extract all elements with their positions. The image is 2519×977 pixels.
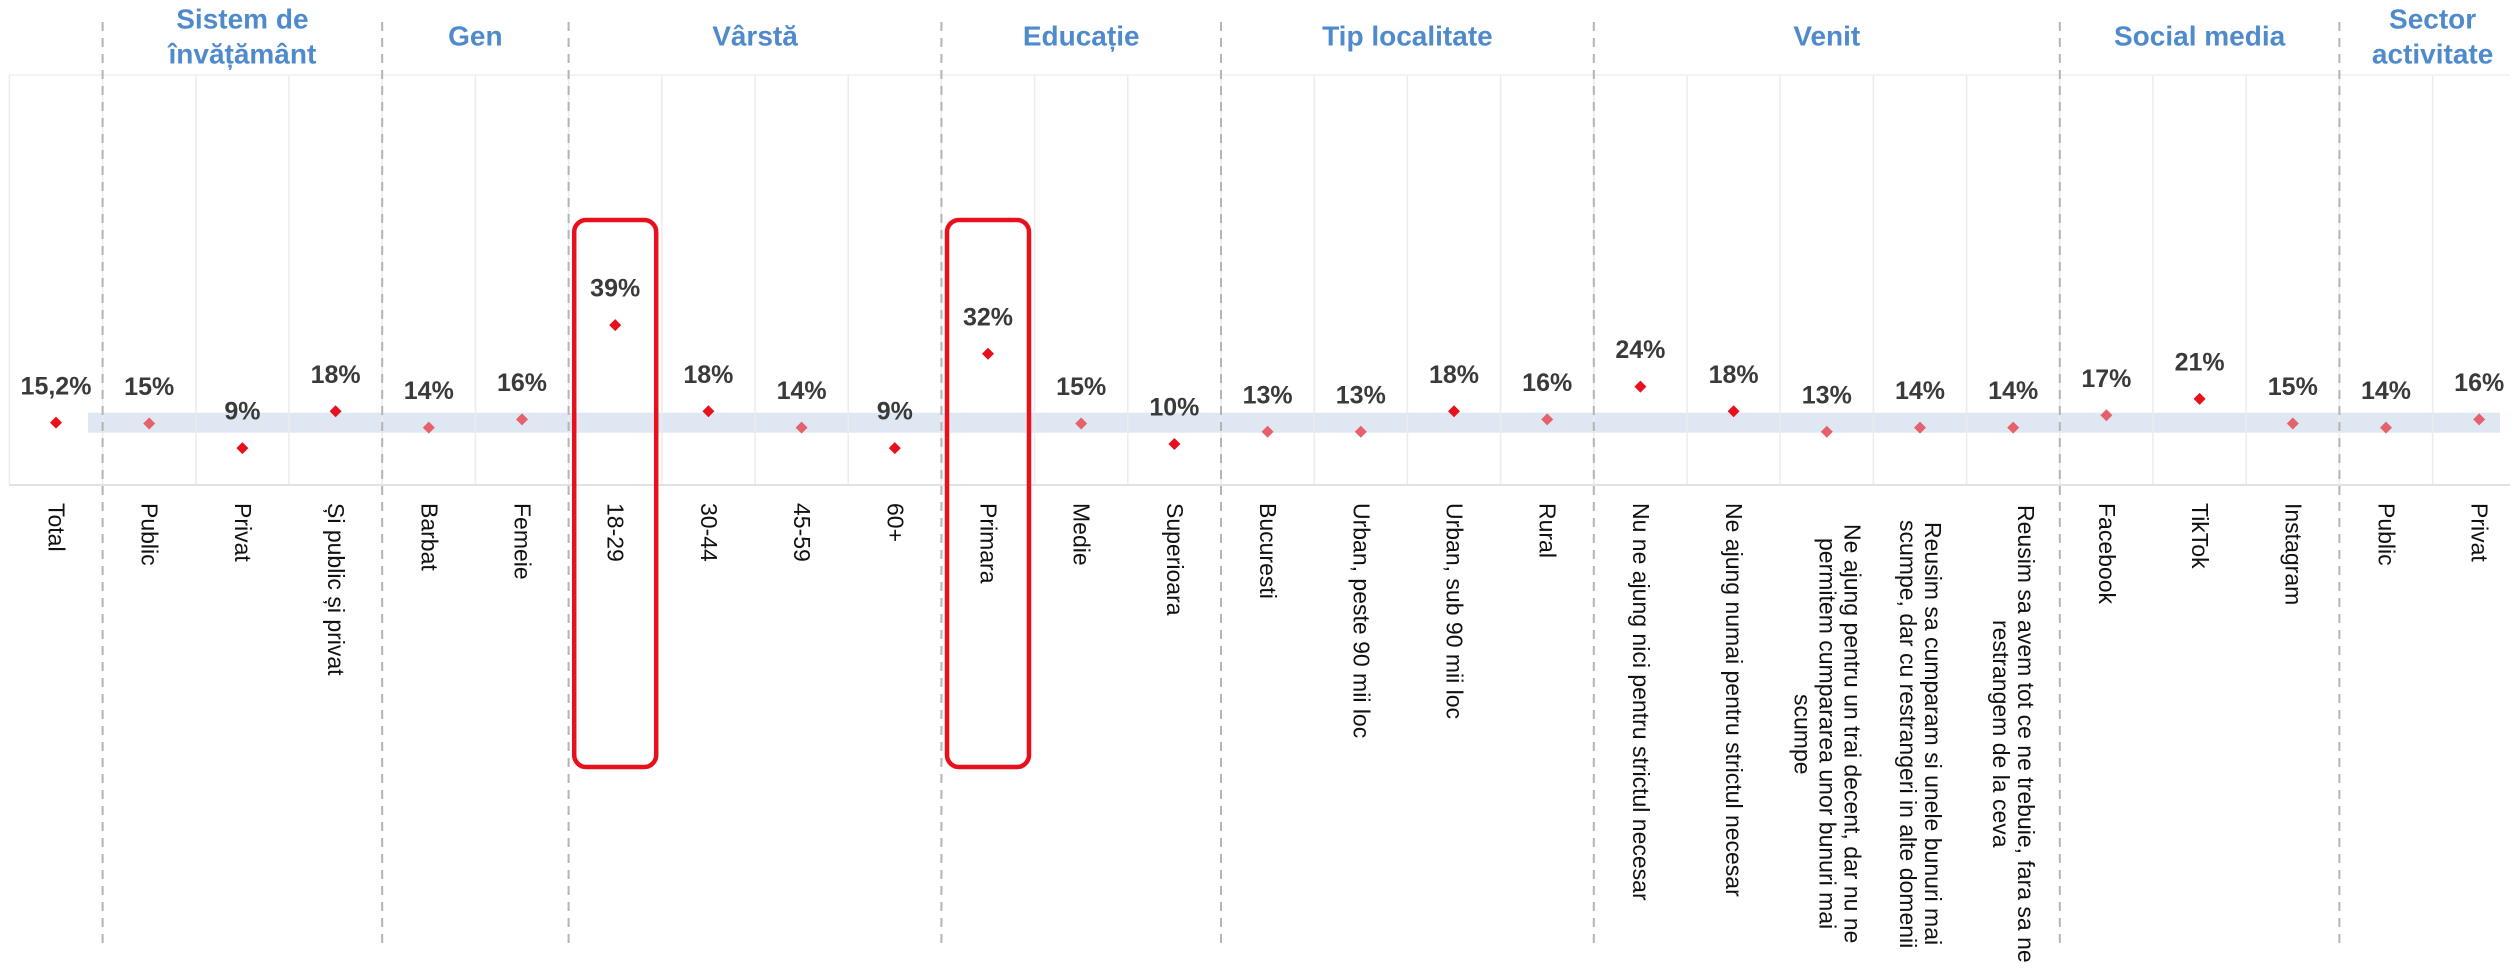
value-label: 39% (590, 275, 640, 303)
category-label: 30-44 (695, 503, 722, 562)
category-label: Ne ajung numai pentru strictul necesar (1721, 503, 1748, 897)
value-label: 10% (1149, 394, 1199, 422)
category-label: Facebook (2093, 503, 2120, 605)
data-point (422, 421, 435, 434)
highlight-box (571, 217, 659, 770)
category-label: Nu ne ajung nici pentru strictul necesar (1627, 503, 1654, 901)
data-point (516, 413, 528, 426)
value-label: 18% (311, 361, 361, 389)
category-label: Barbat (416, 503, 443, 571)
category-label: Primara (975, 503, 1002, 584)
group-label: Vârstă (712, 20, 798, 51)
data-point (2100, 409, 2113, 422)
category-label: Ne ajung pentru un trai decent, dar nu n… (1789, 524, 1866, 944)
group-label: Social media (2114, 20, 2286, 51)
value-label: 14% (404, 377, 454, 405)
data-point (329, 405, 342, 418)
value-label: 9% (877, 398, 913, 426)
data-point (888, 442, 901, 455)
value-label: 13% (1243, 381, 1293, 409)
category-label: Medie (1068, 503, 1095, 566)
data-point (236, 442, 249, 455)
group-label: Venit (1793, 20, 1860, 51)
value-label: 15% (1056, 373, 1106, 401)
value-label: 24% (1615, 336, 1665, 364)
category-label: Urban, sub 90 mii loc (1441, 503, 1468, 720)
data-point (1727, 405, 1740, 418)
reference-band (88, 412, 2500, 433)
data-point (50, 416, 62, 429)
group-label: Educație (1023, 20, 1140, 51)
data-point (1354, 425, 1367, 438)
value-label: 16% (2454, 369, 2504, 397)
data-point (2193, 392, 2206, 405)
data-point (2286, 417, 2299, 430)
highlight-box (944, 217, 1032, 770)
data-point (982, 347, 994, 360)
category-label: Privat (2466, 503, 2493, 562)
value-label: 32% (963, 303, 1013, 331)
value-label: 14% (2361, 377, 2411, 405)
category-label: Instagram (2280, 503, 2307, 606)
value-label: 15,2% (21, 372, 92, 400)
group-label: învățământ (166, 38, 316, 69)
group-label: Sector (2389, 3, 2476, 34)
value-label: 14% (777, 377, 827, 405)
category-label: Reusim sa cumparam si unele bunuri mai s… (1895, 519, 1946, 949)
value-label: 21% (2175, 349, 2225, 377)
category-label: 18-29 (602, 503, 629, 562)
value-label: 13% (1336, 381, 1386, 409)
data-point (1261, 425, 1274, 438)
value-label: 9% (224, 398, 260, 426)
data-point (143, 417, 156, 430)
data-point (609, 319, 622, 332)
group-label: Gen (448, 20, 502, 51)
category-label: 45-59 (789, 503, 816, 562)
data-point (1541, 413, 1554, 426)
category-label: Bucuresti (1255, 503, 1282, 599)
data-point (1820, 425, 1833, 438)
category-label: Superioara (1161, 503, 1188, 616)
category-label: Urban, peste 90 mii loc (1348, 503, 1375, 739)
data-point (795, 421, 808, 434)
data-point (2007, 421, 2020, 434)
category-label: Public (136, 503, 163, 566)
category-label: Privat (229, 503, 256, 562)
data-point (1168, 438, 1181, 450)
data-point (1634, 380, 1647, 393)
category-label: Reusim sa avem tot ce ne trebuie, fara s… (1988, 505, 2040, 963)
group-label: activitate (2372, 38, 2493, 69)
category-label: Public (2373, 503, 2400, 566)
data-point (2380, 421, 2392, 434)
value-label: 14% (1895, 377, 1945, 405)
data-point (1914, 421, 1926, 434)
value-label: 15% (2268, 373, 2318, 401)
group-label: Sistem de (176, 3, 308, 34)
data-point (1448, 405, 1460, 418)
data-point (702, 405, 715, 418)
group-label: Tip localitate (1322, 20, 1493, 51)
value-label: 16% (1522, 369, 1572, 397)
value-label: 18% (1429, 361, 1479, 389)
value-label: 18% (1709, 361, 1759, 389)
category-label: TikTok (2187, 503, 2214, 569)
value-label: 17% (2081, 365, 2131, 393)
data-point (1075, 417, 1088, 430)
value-label: 16% (497, 369, 547, 397)
category-label: Total (43, 503, 70, 552)
category-label: Rural (1534, 503, 1561, 558)
data-point (2473, 413, 2486, 426)
category-label: Și public și privat (323, 503, 350, 676)
value-label: 14% (1988, 377, 2038, 405)
category-label: Femeie (509, 503, 536, 580)
value-label: 18% (683, 361, 733, 389)
value-label: 15% (124, 373, 174, 401)
value-label: 13% (1802, 381, 1852, 409)
category-label: 60+ (882, 503, 909, 543)
